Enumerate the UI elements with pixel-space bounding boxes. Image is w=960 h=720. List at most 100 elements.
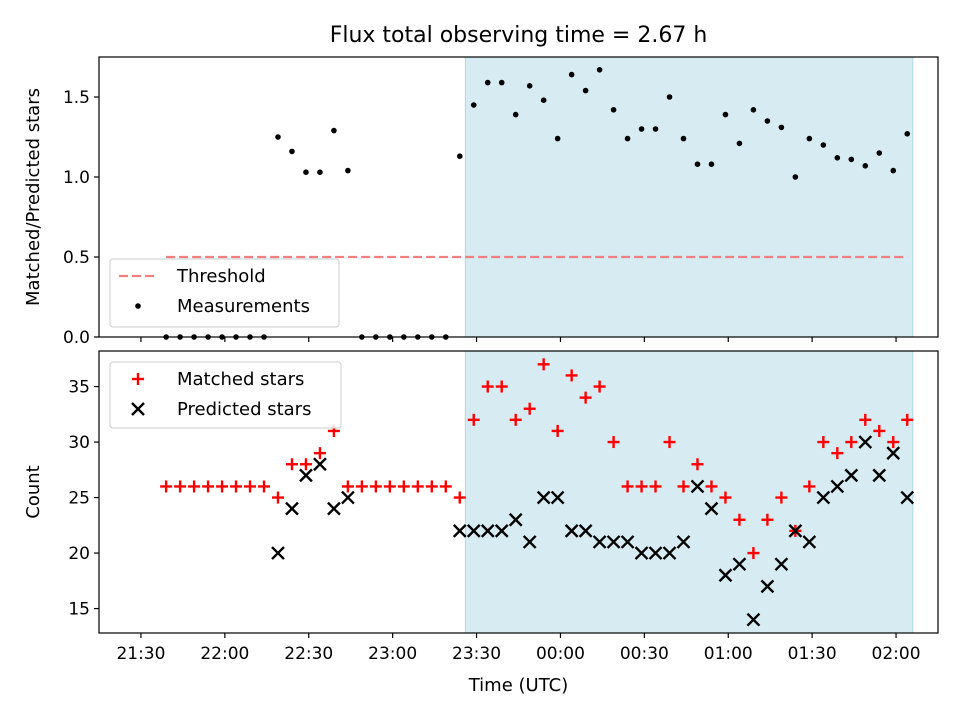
- measurement-point: [652, 126, 659, 132]
- predicted-point: [746, 612, 761, 627]
- x-tick-label: 23:00: [368, 644, 417, 664]
- measurement-point: [806, 135, 813, 142]
- measurement-point: [596, 67, 603, 73]
- predicted-point-d2: [788, 524, 803, 538]
- predicted-point: [844, 468, 859, 483]
- matched-point: [719, 491, 732, 504]
- predicted-point-d2: [285, 501, 299, 516]
- predicted-point-d2: [732, 557, 747, 572]
- measurement-point: [680, 135, 687, 142]
- predicted-point-d2: [341, 490, 355, 505]
- matched-point: [230, 480, 243, 493]
- measurement-point: [890, 167, 897, 174]
- measurement-point: [694, 161, 701, 167]
- predicted-point: [620, 535, 635, 549]
- predicted-point-d2: [746, 612, 761, 627]
- measurement-point: [526, 83, 533, 89]
- predicted-point-d2: [620, 535, 635, 549]
- predicted-point-d2: [900, 490, 915, 505]
- measurement-point: [289, 148, 295, 155]
- matched-point: [775, 491, 788, 504]
- matched-point: [677, 480, 690, 493]
- matched-point: [593, 380, 606, 393]
- matched-point: [271, 491, 284, 504]
- predicted-point: [606, 535, 621, 549]
- predicted-point-d2: [522, 535, 537, 549]
- measurement-point: [568, 71, 575, 78]
- legend-x-handle: [131, 402, 145, 416]
- predicted-point: [634, 546, 649, 560]
- legend-box: [109, 361, 342, 429]
- predicted-point: [452, 524, 467, 538]
- legend-x-handle-d2: [131, 402, 145, 416]
- y-tick-label: 1.5: [63, 88, 90, 108]
- measurement-point: [638, 126, 645, 132]
- predicted-point: [732, 557, 747, 572]
- predicted-point: [327, 501, 341, 516]
- predicted-point-d2: [662, 546, 677, 560]
- predicted-point: [313, 457, 327, 472]
- predicted-point: [718, 568, 733, 583]
- series-predicted-stars: [271, 435, 915, 627]
- measurement-point: [904, 131, 911, 137]
- matched-point: [705, 480, 718, 493]
- predicted-point: [886, 446, 901, 460]
- y-tick-label: 25: [68, 489, 90, 509]
- measurement-point: [876, 150, 883, 156]
- predicted-point: [271, 546, 285, 560]
- measurement-point: [848, 156, 855, 163]
- y-tick-label: 30: [68, 433, 90, 453]
- matched-point: [258, 480, 271, 493]
- predicted-point-d2: [313, 457, 327, 472]
- matched-point: [901, 413, 914, 426]
- series-matched-stars: [160, 358, 914, 560]
- bottom-panel: 15 20 25 30 35 21:30 22:00 22:30 23:00 23:30 00:00…: [68, 350, 939, 664]
- matched-point: [831, 447, 844, 460]
- x-tick-label: 00:00: [536, 644, 585, 664]
- measurement-point: [708, 161, 715, 167]
- predicted-point-d2: [774, 557, 789, 572]
- legend: Matched stars Predicted stars: [109, 361, 342, 429]
- x-tick-label: 01:30: [788, 644, 837, 664]
- matched-point: [439, 480, 452, 493]
- predicted-point-d2: [634, 546, 649, 560]
- matched-point: [691, 458, 704, 471]
- predicted-point-d2: [872, 468, 887, 483]
- predicted-point-d2: [271, 546, 285, 560]
- predicted-point-d2: [494, 524, 509, 538]
- measurement-point: [303, 169, 309, 175]
- predicted-point: [648, 546, 663, 560]
- measurement-point: [722, 111, 729, 118]
- predicted-point-d2: [830, 479, 845, 494]
- predicted-point-d2: [564, 524, 579, 538]
- matched-point: [887, 436, 900, 449]
- predicted-point: [704, 501, 719, 516]
- matched-point: [635, 480, 648, 493]
- predicted-point-d2: [466, 524, 481, 538]
- predicted-point: [508, 512, 523, 527]
- x-tick-label: 02:00: [872, 644, 921, 664]
- predicted-point-d2: [299, 468, 313, 483]
- predicted-point-d2: [550, 490, 565, 505]
- top-panel: 0.0 0.5 1.0 1.5 Threshold Measurements: [63, 56, 939, 348]
- matched-point: [817, 436, 830, 449]
- predicted-point: [774, 557, 789, 572]
- predicted-point-d2: [690, 479, 705, 494]
- matched-point: [873, 424, 886, 437]
- legend-box: [109, 258, 340, 328]
- predicted-point: [592, 535, 607, 549]
- measurement-point: [512, 111, 519, 118]
- measurement-point: [345, 167, 351, 174]
- x-axis-label: Time (UTC): [468, 675, 569, 696]
- matched-point: [313, 447, 326, 460]
- measurement-point: [778, 124, 785, 131]
- measurement-point: [456, 153, 463, 159]
- predicted-point: [480, 524, 495, 538]
- legend-label: Matched stars: [177, 369, 304, 390]
- matched-point: [299, 458, 312, 471]
- y-tick-label: 1.0: [63, 168, 90, 188]
- axes-frame: [98, 56, 939, 338]
- measurement-point: [624, 135, 631, 142]
- matched-point: [202, 480, 215, 493]
